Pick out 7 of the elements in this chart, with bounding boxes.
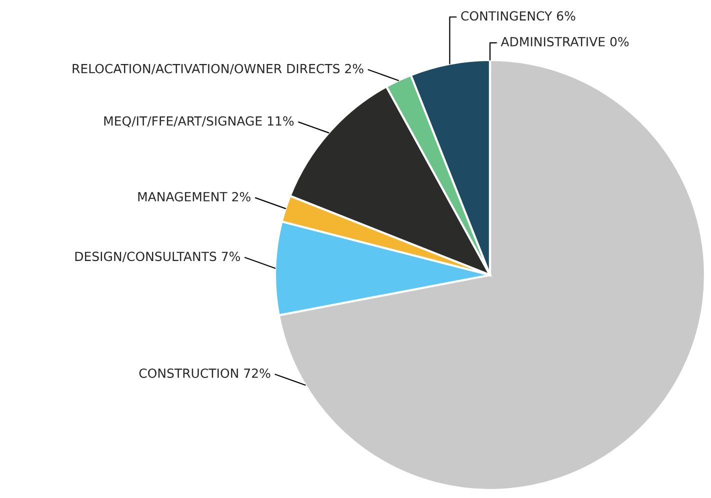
slice-label: MANAGEMENT 2%	[138, 192, 250, 202]
slice-label: CONTINGENCY 6%	[461, 11, 576, 21]
category-label: ADMINISTRATIVE 0%	[500, 36, 629, 46]
slice-label: DESIGN/CONSULTANTS 7%	[75, 252, 240, 262]
slice-label: CONSTRUCTION 72%	[139, 368, 270, 378]
slice-label: MEQ/IT/FFE/ART/SIGNAGE 11%	[104, 116, 294, 128]
slice-label: RELOCATION/ACTIVATION/OWNER DIRECTS 2%	[72, 64, 364, 74]
